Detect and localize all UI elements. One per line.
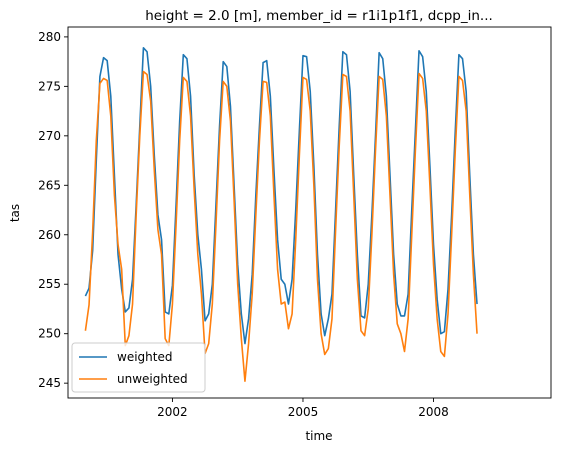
y-axis-label: tas xyxy=(8,204,22,222)
plot-frame xyxy=(67,26,552,399)
y-tick-label: 280 xyxy=(38,30,61,44)
x-axis: 2002 2005 2008 xyxy=(157,398,449,419)
x-tick-label: 2005 xyxy=(288,405,319,419)
y-tick-label: 245 xyxy=(38,376,61,390)
plot-area xyxy=(67,26,552,399)
x-axis-label: time xyxy=(305,429,332,443)
y-tick-label: 260 xyxy=(38,228,61,242)
series-line-weighted xyxy=(84,46,478,345)
y-tick-label: 265 xyxy=(38,178,61,192)
chart-title: height = 2.0 [m], member_id = r1i1p1f1, … xyxy=(145,8,493,24)
series-line-unweighted xyxy=(84,70,478,382)
y-tick-label: 255 xyxy=(38,277,61,291)
legend-label-weighted: weighted xyxy=(117,350,172,364)
x-tick-label: 2008 xyxy=(418,405,449,419)
legend-label-unweighted: unweighted xyxy=(117,372,188,386)
y-tick-label: 275 xyxy=(38,79,61,93)
y-tick-label: 250 xyxy=(38,327,61,341)
x-tick-label: 2002 xyxy=(157,405,188,419)
y-tick-label: 270 xyxy=(38,129,61,143)
y-axis: 245 250 255 260 265 270 275 280 xyxy=(38,30,68,390)
legend: weighted unweighted xyxy=(71,342,206,393)
